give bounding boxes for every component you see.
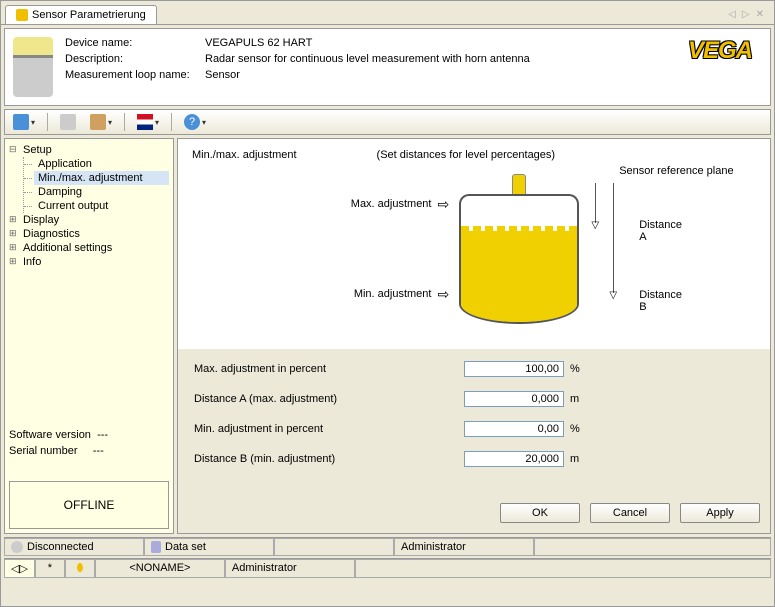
tree-display[interactable]: Display xyxy=(9,213,169,227)
tree-application[interactable]: Application xyxy=(34,157,169,171)
min-percent-input[interactable] xyxy=(464,421,564,437)
toolbar: ▾ ▾ ▾ ?▾ xyxy=(4,109,771,135)
tree-current-output[interactable]: Current output xyxy=(34,199,169,213)
tree-additional[interactable]: Additional settings xyxy=(9,241,169,255)
dist-a-param-label: Distance A (max. adjustment) xyxy=(194,393,464,405)
cancel-button[interactable]: Cancel xyxy=(590,503,670,523)
plug-icon xyxy=(11,541,23,553)
tab-bar: Sensor Parametrierung ◁ ▷ ✕ xyxy=(1,1,774,25)
serial-value: --- xyxy=(93,445,104,457)
diagram-area: Min./max. adjustment (Set distances for … xyxy=(178,139,770,349)
bb-noname[interactable]: <NONAME> xyxy=(95,559,225,578)
sensor-head-icon xyxy=(512,174,526,196)
min-adj-label: Min. adjustment xyxy=(354,288,432,300)
params-form: Max. adjustment in percent % Distance A … xyxy=(178,349,770,493)
status-connection: Disconnected xyxy=(4,538,144,556)
status-empty1 xyxy=(274,538,394,556)
status-empty2 xyxy=(534,538,771,556)
content-subtitle: (Set distances for level percentages) xyxy=(377,149,556,161)
tools-button[interactable]: ▾ xyxy=(86,112,116,132)
sensor-icon xyxy=(16,9,28,21)
print-button[interactable] xyxy=(56,112,80,132)
help-icon: ? xyxy=(184,114,200,130)
device-image xyxy=(13,37,53,97)
print-icon xyxy=(60,114,76,130)
loop-label: Measurement loop name: xyxy=(65,69,205,81)
sw-version-value: --- xyxy=(97,429,108,441)
header-panel: Device name: VEGAPULS 62 HART Descriptio… xyxy=(4,28,771,106)
dist-b-label: Distance B xyxy=(639,289,682,313)
description-value: Radar sensor for continuous level measur… xyxy=(205,53,676,65)
content-title: Min./max. adjustment xyxy=(192,149,297,161)
apply-button[interactable]: Apply xyxy=(680,503,760,523)
sw-info: Software version --- Serial number --- xyxy=(9,429,169,461)
tab-close-icon[interactable]: ✕ xyxy=(754,9,766,20)
sw-version-label: Software version xyxy=(9,429,91,441)
layout-icon xyxy=(13,114,29,130)
bb-star[interactable]: * xyxy=(35,559,65,578)
dialog-buttons: OK Cancel Apply xyxy=(178,493,770,533)
tree-damping[interactable]: Damping xyxy=(34,185,169,199)
tab-nav: ◁ ▷ ✕ xyxy=(726,9,770,20)
tab-title: Sensor Parametrierung xyxy=(32,9,146,21)
max-percent-input[interactable] xyxy=(464,361,564,377)
tree-panel: Setup Application Min./max. adjustment D… xyxy=(4,138,174,534)
loop-value: Sensor xyxy=(205,69,676,81)
unit-m: m xyxy=(570,393,584,405)
bb-spacer xyxy=(355,559,771,578)
max-adj-label: Max. adjustment xyxy=(351,198,432,210)
layout-button[interactable]: ▾ xyxy=(9,112,39,132)
offline-status: OFFLINE xyxy=(9,481,169,529)
bb-nav[interactable]: ◁▷ xyxy=(4,559,35,578)
unit-percent: % xyxy=(570,363,584,375)
serial-label: Serial number xyxy=(9,445,77,457)
status-admin: Administrator xyxy=(394,538,534,556)
flag-icon xyxy=(137,114,153,130)
arrow-right-icon: ⇨ xyxy=(437,196,449,213)
dist-a-input[interactable] xyxy=(464,391,564,407)
tree-diagnostics[interactable]: Diagnostics xyxy=(9,227,169,241)
tab-next-icon[interactable]: ▷ xyxy=(740,9,752,20)
tank-diagram xyxy=(459,174,579,324)
description-label: Description: xyxy=(65,53,205,65)
content-panel: Min./max. adjustment (Set distances for … xyxy=(177,138,771,534)
nav-tree: Setup Application Min./max. adjustment D… xyxy=(9,143,169,409)
device-name-label: Device name: xyxy=(65,37,205,49)
status-dataset: Data set xyxy=(144,538,274,556)
unit-percent: % xyxy=(570,423,584,435)
ok-button[interactable]: OK xyxy=(500,503,580,523)
bb-admin: Administrator xyxy=(225,559,355,578)
tree-info[interactable]: Info xyxy=(9,255,169,269)
status-bar: Disconnected Data set Administrator xyxy=(4,537,771,556)
tab-prev-icon[interactable]: ◁ xyxy=(726,9,738,20)
dist-b-param-label: Distance B (min. adjustment) xyxy=(194,453,464,465)
tree-setup[interactable]: Setup xyxy=(9,143,169,157)
database-icon xyxy=(151,541,161,553)
device-name-value: VEGAPULS 62 HART xyxy=(205,37,676,49)
max-percent-label: Max. adjustment in percent xyxy=(194,363,464,375)
ref-plane-label: Sensor reference plane xyxy=(619,165,733,177)
language-button[interactable]: ▾ xyxy=(133,112,163,132)
help-button[interactable]: ?▾ xyxy=(180,112,210,132)
min-percent-label: Min. adjustment in percent xyxy=(194,423,464,435)
device-info: Device name: VEGAPULS 62 HART Descriptio… xyxy=(65,37,676,81)
tree-minmax[interactable]: Min./max. adjustment xyxy=(34,171,169,185)
wrench-icon xyxy=(90,114,106,130)
dist-a-label: Distance A xyxy=(639,219,682,243)
bottom-bar: ◁▷ * ⬮ <NONAME> Administrator xyxy=(4,558,771,578)
arrow-right-icon: ⇨ xyxy=(437,286,449,303)
dist-b-input[interactable] xyxy=(464,451,564,467)
unit-m: m xyxy=(570,453,584,465)
tab-sensor-param[interactable]: Sensor Parametrierung xyxy=(5,5,157,24)
vega-logo: VEGA xyxy=(688,37,762,65)
bb-icon[interactable]: ⬮ xyxy=(65,559,95,578)
